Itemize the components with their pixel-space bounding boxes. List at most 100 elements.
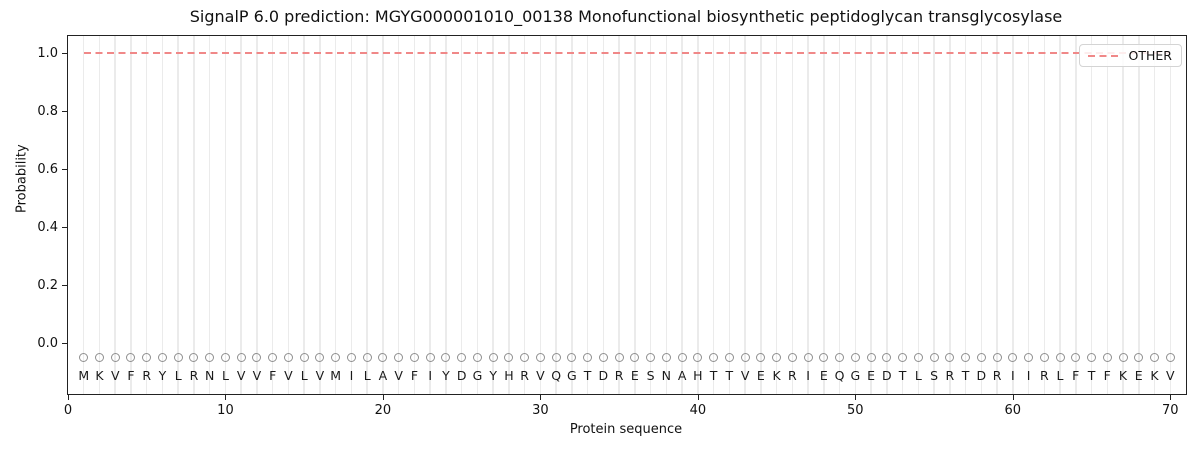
y-tick-mark — [62, 342, 67, 344]
residue-letter: E — [1134, 367, 1143, 383]
residue-marker-icon — [724, 353, 734, 363]
gridline — [823, 36, 825, 394]
residue-marker-icon — [1150, 353, 1159, 363]
gridline — [681, 36, 683, 394]
residue-marker-icon — [441, 353, 451, 363]
residue-marker-icon — [803, 353, 813, 363]
gridline — [618, 36, 620, 394]
residue-letter: A — [378, 367, 388, 383]
gridline — [161, 36, 164, 394]
gridline — [224, 36, 227, 394]
gridline — [98, 36, 101, 394]
x-tick-label: 30 — [532, 403, 549, 418]
x-tick-mark — [382, 395, 384, 400]
residue-letter: E — [756, 367, 765, 383]
gridline — [712, 36, 715, 394]
gridline — [949, 36, 951, 394]
residue-marker-icon — [976, 353, 986, 363]
chart-title: SignalP 6.0 prediction: MGYG000001010_00… — [189, 7, 1063, 26]
residue-marker-icon — [898, 353, 908, 363]
gridline — [240, 36, 242, 394]
x-axis-label: Protein sequence — [569, 422, 683, 437]
residue-marker-icon — [1102, 353, 1112, 363]
legend-line-sample-icon — [1087, 54, 1120, 57]
residue-letter: F — [1072, 367, 1080, 383]
gridline — [901, 36, 904, 394]
residue-marker-icon — [299, 353, 309, 363]
residue-letter: A — [677, 367, 687, 383]
gridline — [177, 36, 179, 394]
x-tick-label: 20 — [374, 403, 392, 418]
residue-marker-icon — [94, 353, 104, 363]
x-tick-mark — [225, 395, 227, 400]
residue-letter: K — [1118, 367, 1128, 383]
gridline — [886, 36, 888, 394]
gridline — [760, 36, 762, 394]
gridline — [1122, 36, 1124, 394]
residue-marker-icon — [504, 353, 514, 363]
residue-letter: L — [174, 367, 182, 383]
residue-letter: D — [881, 367, 892, 383]
gridline — [413, 36, 416, 394]
residue-marker-icon — [268, 353, 278, 363]
residue-letter: Y — [489, 367, 497, 383]
other-probability-line — [83, 52, 1171, 55]
residue-letter: V — [315, 367, 325, 383]
legend: OTHER — [1078, 44, 1182, 67]
gridline — [523, 36, 526, 394]
residue-letter: V — [236, 367, 246, 383]
residue-marker-icon — [740, 353, 750, 363]
residue-marker-icon — [677, 353, 687, 363]
x-tick-label: 10 — [217, 403, 234, 418]
gridline — [602, 36, 605, 394]
gridline — [114, 36, 116, 394]
residue-letter: L — [221, 367, 229, 383]
gridline — [586, 36, 589, 394]
residue-letter: F — [410, 367, 419, 383]
residue-letter: G — [850, 367, 861, 383]
gridline — [397, 36, 400, 394]
residue-letter: F — [1103, 367, 1111, 383]
residue-letter: K — [772, 367, 781, 383]
residue-letter: K — [1150, 367, 1159, 383]
residue-marker-icon — [409, 353, 419, 363]
residue-marker-icon — [850, 353, 860, 363]
residue-letter: V — [1165, 367, 1175, 383]
residue-marker-icon — [394, 353, 404, 363]
gridline — [350, 36, 353, 394]
gridline — [334, 36, 337, 394]
gridline — [791, 36, 794, 394]
gridline — [807, 36, 809, 394]
residue-marker-icon — [598, 353, 608, 363]
residue-letter: T — [1087, 367, 1096, 383]
y-tick-label: 1.0 — [37, 45, 58, 61]
gridline — [1090, 36, 1093, 394]
gridline — [287, 36, 290, 394]
residue-marker-icon — [472, 353, 482, 363]
gridline — [193, 36, 195, 394]
residue-letter: S — [930, 367, 939, 383]
x-tick-mark — [855, 395, 857, 400]
residue-marker-icon — [205, 353, 215, 363]
gridline — [130, 36, 132, 394]
gridline — [1027, 36, 1030, 394]
residue-marker-icon — [378, 353, 388, 363]
residue-letter: T — [725, 367, 734, 383]
residue-marker-icon — [315, 353, 325, 363]
gridline — [303, 36, 305, 394]
residue-letter: Q — [551, 367, 562, 383]
residue-letter: R — [1039, 367, 1049, 383]
residue-letter: V — [394, 367, 403, 383]
residue-marker-icon — [142, 353, 152, 363]
gridline — [382, 36, 384, 394]
residue-letter: Y — [442, 367, 450, 383]
residue-marker-icon — [787, 353, 797, 363]
x-tick-label: 70 — [1161, 403, 1179, 418]
residue-marker-icon — [1165, 353, 1175, 363]
residue-marker-icon — [346, 353, 356, 363]
y-tick-label: 0.4 — [37, 219, 58, 235]
gridline — [476, 36, 479, 394]
residue-marker-icon — [283, 353, 293, 363]
